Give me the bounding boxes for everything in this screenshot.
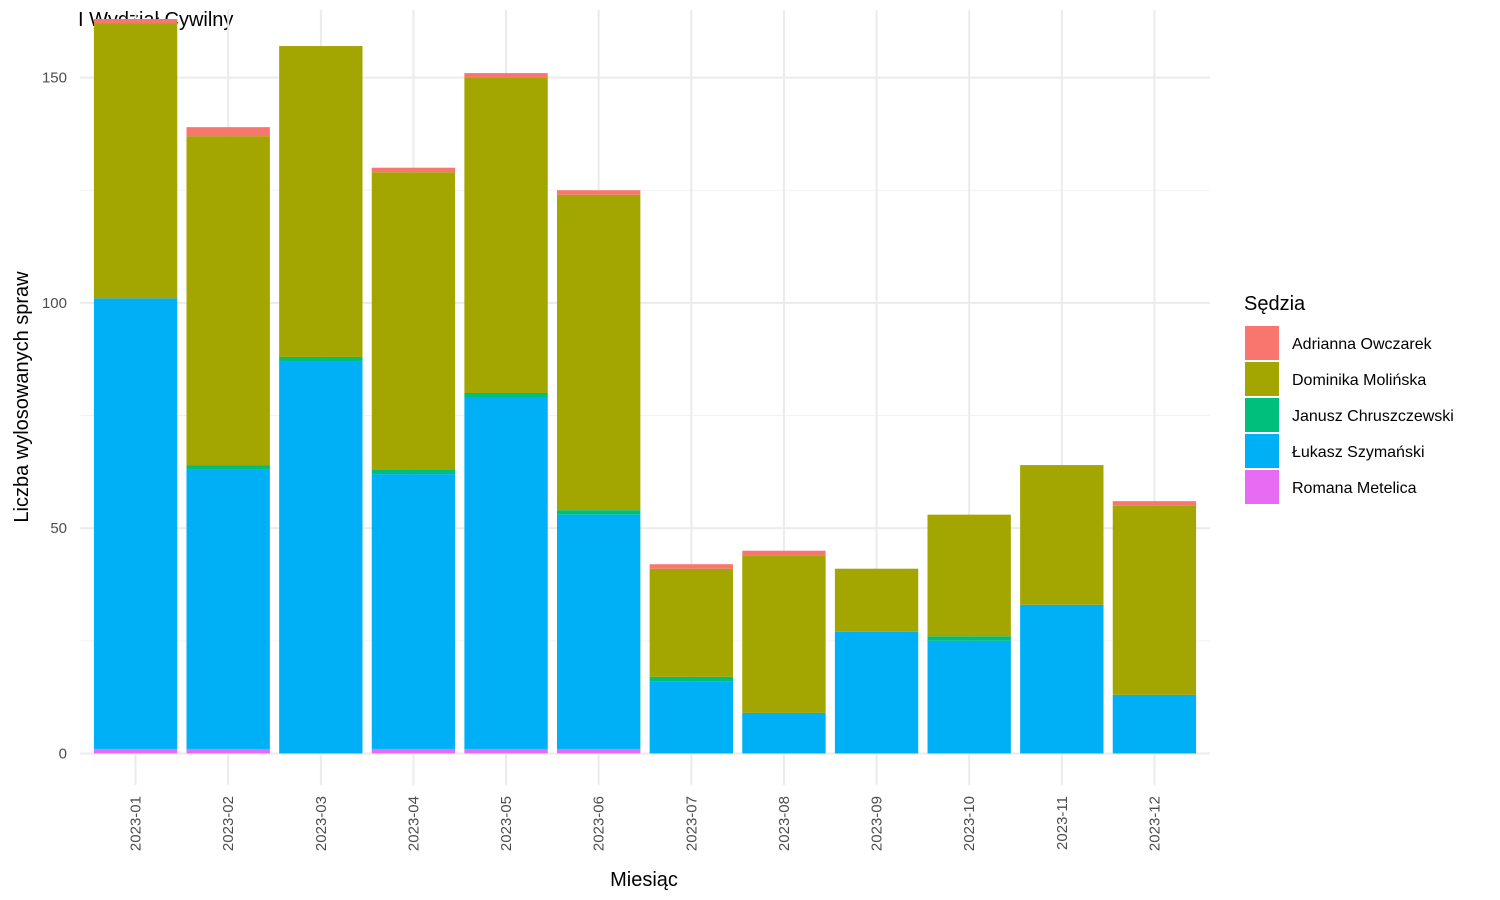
- x-tick-label: 2023-05: [498, 796, 515, 851]
- bar-segment: [557, 190, 641, 195]
- bar-segment: [371, 167, 456, 173]
- bar-segment: [186, 469, 270, 749]
- x-tick-label: 2023-01: [128, 796, 145, 851]
- bar-segment: [371, 469, 456, 475]
- bar-segment: [742, 550, 826, 556]
- bar-segment: [649, 564, 733, 569]
- bar-segment: [927, 514, 1011, 637]
- x-axis-ticks: 2023-01 2023-02 2023-03 2023-04 2023-05 2023-…: [128, 796, 1164, 851]
- y-tick-label: 50: [50, 520, 67, 537]
- bar-segment: [834, 568, 919, 632]
- y-tick-label: 150: [42, 70, 67, 87]
- bar-segment: [93, 23, 178, 299]
- bar-segment: [927, 640, 1011, 754]
- bar-segment: [1112, 501, 1197, 506]
- bar-segment: [742, 712, 826, 754]
- bar-segment: [649, 681, 733, 754]
- x-tick-label: 2023-06: [591, 796, 608, 851]
- x-tick-label: 2023-09: [869, 796, 886, 851]
- legend-swatch: [1245, 434, 1279, 468]
- bar-segment: [742, 555, 826, 713]
- bar-segment: [464, 73, 548, 78]
- y-tick-label: 0: [59, 745, 67, 762]
- bar-segment: [649, 676, 733, 682]
- bar-segment: [464, 77, 548, 393]
- y-axis-ticks: 0 50 100 150: [42, 70, 67, 763]
- x-tick-label: 2023-03: [313, 796, 330, 851]
- bar-segment: [371, 474, 456, 749]
- legend-label: Adrianna Owczarek: [1292, 336, 1433, 353]
- y-axis-title: Liczba wylosowanych spraw: [11, 271, 33, 523]
- bar-segment: [557, 194, 641, 511]
- legend: Sędzia Adrianna Owczarek Dominika Molińsk…: [1244, 293, 1454, 504]
- x-tick-label: 2023-04: [405, 796, 422, 851]
- bar-segment: [279, 356, 363, 362]
- legend-label: Dominika Molińska: [1292, 372, 1426, 389]
- legend-label: Janusz Chruszczewski: [1292, 408, 1454, 425]
- bar-segment: [371, 748, 456, 754]
- bars: [93, 19, 1197, 754]
- bar-segment: [557, 514, 641, 749]
- x-tick-label: 2023-07: [683, 796, 700, 851]
- bar-segment: [93, 298, 178, 749]
- bar-segment: [649, 568, 733, 677]
- legend-items: Adrianna Owczarek Dominika Molińska Janusz…: [1245, 326, 1454, 504]
- bar-segment: [93, 19, 178, 24]
- legend-swatch: [1245, 398, 1279, 432]
- legend-label: Łukasz Szymański: [1292, 444, 1425, 461]
- legend-swatch: [1245, 470, 1279, 504]
- bar-segment: [186, 748, 270, 754]
- bar-segment: [834, 631, 919, 754]
- y-tick-label: 100: [42, 295, 67, 312]
- bar-segment: [279, 46, 363, 357]
- legend-title: Sędzia: [1244, 293, 1306, 315]
- bar-segment: [279, 361, 363, 754]
- bar-segment: [93, 748, 178, 754]
- x-tick-label: 2023-10: [961, 796, 978, 851]
- bar-segment: [186, 127, 270, 137]
- bar-segment: [1020, 604, 1104, 754]
- bar-segment: [371, 172, 456, 470]
- x-axis-title: Miesiąc: [610, 869, 678, 891]
- bar-segment: [557, 510, 641, 515]
- bar-segment: [464, 748, 548, 754]
- bar-segment: [464, 392, 548, 398]
- bar-segment: [927, 636, 1011, 641]
- legend-swatch: [1245, 326, 1279, 360]
- bar-segment: [464, 397, 548, 749]
- legend-label: Romana Metelica: [1292, 480, 1417, 497]
- x-tick-label: 2023-12: [1146, 796, 1163, 851]
- bar-segment: [186, 136, 270, 466]
- bar-segment: [1112, 505, 1197, 695]
- bar-segment: [186, 465, 270, 470]
- x-tick-label: 2023-02: [220, 796, 237, 851]
- x-tick-label: 2023-08: [776, 796, 793, 851]
- bar-segment: [1020, 465, 1104, 605]
- bar-segment: [1112, 694, 1197, 754]
- legend-swatch: [1245, 362, 1279, 396]
- bar-segment: [557, 748, 641, 754]
- x-tick-label: 2023-11: [1054, 796, 1071, 850]
